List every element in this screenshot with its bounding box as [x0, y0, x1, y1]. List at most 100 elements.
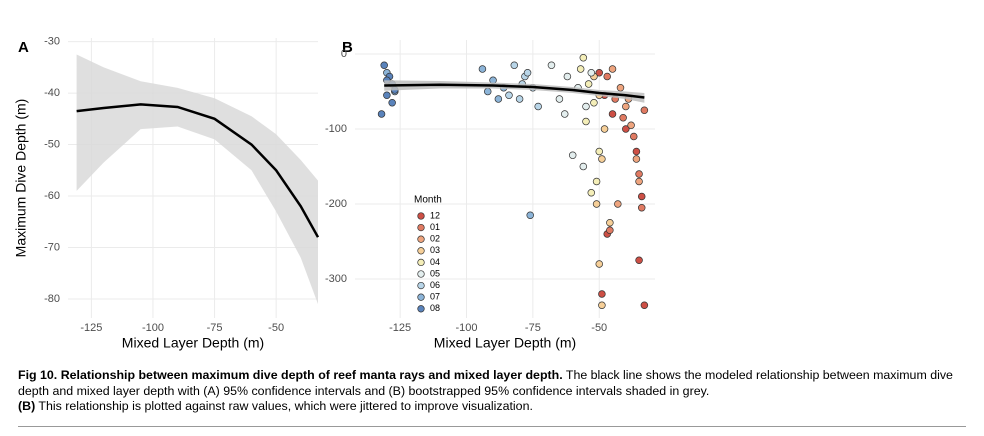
- scatter-point: [579, 54, 588, 62]
- y-tick-label: -300: [325, 273, 347, 285]
- scatter-point: [637, 204, 646, 212]
- legend-swatch: [417, 270, 425, 278]
- confidence-band: [76, 54, 318, 305]
- y-tick-label: -70: [44, 241, 60, 253]
- scatter-point: [600, 125, 609, 133]
- scatter-point: [592, 177, 601, 186]
- scatter-point: [526, 211, 534, 220]
- legend-swatch: [417, 223, 425, 232]
- scatter-point: [483, 87, 492, 96]
- legend-label: 08: [430, 303, 440, 313]
- scatter-point: [560, 110, 569, 118]
- fit-line: [76, 103, 320, 238]
- scatter-point: [478, 65, 487, 73]
- scatter-point: [622, 125, 630, 133]
- legend-label: 05: [430, 268, 440, 278]
- scatter-point: [622, 102, 630, 111]
- scatter-point: [380, 61, 388, 70]
- scatter-point: [592, 200, 601, 208]
- figure: A -30 -40 -50 -60 -70 -80 -125 -100 -75 -50 Mixed L…: [13, 36, 655, 351]
- caption-rule: [18, 426, 966, 427]
- scatter-point: [584, 80, 593, 88]
- x-axis-title: Mixed Layer Depth (m): [122, 335, 264, 351]
- scatter-point: [579, 162, 588, 171]
- scatter-point: [632, 147, 641, 156]
- scatter-point: [582, 117, 590, 126]
- scatter-point: [606, 226, 614, 235]
- x-tick-label: -50: [591, 322, 607, 334]
- scatter-point: [640, 301, 649, 310]
- legend-label: 12: [430, 210, 440, 220]
- scatter-point: [614, 200, 622, 208]
- scatter-point: [595, 69, 603, 77]
- y-tick-label: -200: [325, 198, 347, 210]
- legend-swatch: [417, 281, 425, 290]
- scatter-point: [606, 219, 614, 227]
- scatter-point: [637, 192, 646, 201]
- scatter-point: [505, 91, 513, 100]
- scatter-point: [515, 95, 524, 103]
- y-tick-label: -30: [44, 36, 60, 48]
- x-tick-label: -125: [389, 322, 411, 334]
- scatter-point: [587, 189, 596, 197]
- legend-label: 01: [430, 222, 440, 232]
- scatter-point: [598, 290, 606, 298]
- scatter-point: [608, 110, 617, 118]
- scatter-point: [547, 61, 556, 70]
- x-tick-label: -75: [207, 322, 223, 334]
- scatter-point: [627, 121, 635, 130]
- scatter-point: [383, 91, 391, 100]
- y-tick-label: -40: [44, 87, 60, 99]
- legend-swatch: [417, 212, 425, 220]
- x-axis-title: Mixed Layer Depth (m): [434, 335, 576, 351]
- scatter-point: [640, 106, 649, 115]
- y-tick-label: -60: [44, 190, 60, 202]
- y-tick-label: 0: [341, 48, 347, 60]
- legend-label: 07: [430, 292, 440, 302]
- scatter-point: [619, 114, 627, 122]
- y-tick-label: -100: [325, 123, 347, 135]
- legend-label: 02: [430, 234, 440, 244]
- y-tick-label: -50: [44, 138, 60, 150]
- legend-swatch: [417, 247, 425, 255]
- legend-label: 03: [430, 245, 440, 255]
- legend-label: 06: [430, 280, 440, 290]
- caption-text: The black line shows the modeled relatio…: [18, 368, 953, 398]
- y-axis-title: Maximum Dive Depth (m): [13, 99, 29, 258]
- scatter-point: [563, 72, 572, 81]
- y-tick-label: -80: [44, 293, 60, 305]
- legend-swatch: [417, 258, 425, 267]
- scatter-point: [534, 102, 542, 111]
- x-tick-label: -100: [455, 322, 477, 334]
- legend-swatch: [417, 293, 425, 301]
- scatter-point: [494, 95, 503, 103]
- x-tick-label: -125: [80, 322, 102, 334]
- scatter-point: [590, 99, 598, 107]
- scatter-point: [595, 260, 603, 268]
- x-tick-label: -75: [525, 322, 541, 334]
- scatter-point: [616, 84, 625, 92]
- scatter-point: [598, 155, 606, 163]
- x-tick-label: -50: [268, 322, 284, 334]
- scatter-point: [388, 99, 396, 107]
- scatter-point: [587, 69, 596, 77]
- scatter-point: [377, 110, 386, 118]
- scatter-point: [595, 147, 603, 156]
- scatter-point: [582, 102, 590, 111]
- x-tick-label: -100: [142, 322, 164, 334]
- scatter-point: [608, 65, 617, 73]
- scatter-point: [576, 65, 585, 73]
- scatter-point: [555, 95, 564, 103]
- scatter-point: [523, 69, 532, 77]
- scatter-point: [635, 170, 643, 178]
- scatter-point: [598, 301, 606, 310]
- panel-label: A: [18, 39, 29, 56]
- scatter-point: [632, 155, 641, 163]
- scatter-point: [630, 132, 638, 141]
- legend-label: 04: [430, 257, 440, 267]
- scatter-point: [510, 61, 519, 70]
- scatter-point: [603, 72, 611, 81]
- legend-title: Month: [414, 195, 442, 206]
- caption-b-text: This relationship is plotted against raw…: [35, 399, 533, 413]
